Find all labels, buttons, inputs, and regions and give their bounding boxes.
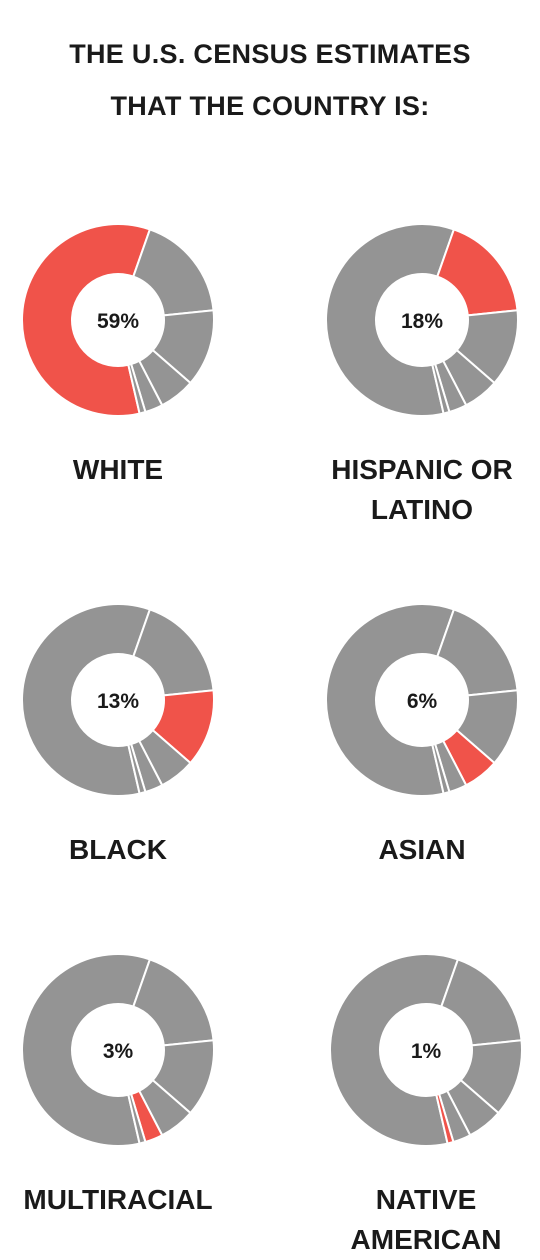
- slice-native-american: [431, 742, 451, 795]
- donut-value-label: 6%: [407, 690, 438, 713]
- slice-white-highlighted: [21, 223, 152, 417]
- slice-native-american-highlighted: [435, 1092, 455, 1145]
- chart-title: THE U.S. CENSUS ESTIMATES THAT THE COUNT…: [0, 28, 540, 132]
- donut-value-label: 59%: [97, 310, 139, 333]
- category-label-asian: ASIAN: [297, 830, 540, 870]
- chart-title-line-2: THAT THE COUNTRY IS:: [110, 91, 430, 121]
- donut-asian: 6%: [325, 603, 519, 797]
- category-label-line: HISPANIC OR: [331, 454, 513, 485]
- category-label-white: WHITE: [0, 450, 243, 490]
- slice-native-american: [127, 362, 147, 415]
- category-label-multiracial: MULTIRACIAL: [0, 1180, 243, 1220]
- slice-hispanic-or-latino-highlighted: [436, 228, 519, 317]
- category-label-native-american: NATIVE AMERICAN: [301, 1180, 540, 1260]
- donut-multiracial: 3%: [21, 953, 215, 1147]
- slice-hispanic-or-latino: [436, 608, 519, 697]
- donut-value-label: 18%: [401, 310, 443, 333]
- chart-title-line-1: THE U.S. CENSUS ESTIMATES: [69, 39, 471, 69]
- slice-hispanic-or-latino: [440, 958, 523, 1047]
- slice-white: [329, 953, 460, 1147]
- category-label-line: MULTIRACIAL: [23, 1184, 213, 1215]
- donut-hispanic-or-latino: 18%: [325, 223, 519, 417]
- donut-white: 59%: [21, 223, 215, 417]
- slice-hispanic-or-latino: [132, 228, 215, 317]
- slice-hispanic-or-latino: [132, 958, 215, 1047]
- category-label-line: NATIVE: [375, 1184, 477, 1215]
- donut-native-american: 1%: [329, 953, 523, 1147]
- donut-value-label: 13%: [97, 690, 139, 713]
- slice-white: [21, 953, 152, 1147]
- category-label-line: BLACK: [69, 834, 167, 865]
- category-label-line: ASIAN: [378, 834, 466, 865]
- slice-white: [21, 603, 152, 797]
- slice-native-american: [431, 362, 451, 415]
- donut-value-label: 3%: [103, 1040, 134, 1063]
- category-label-black: BLACK: [0, 830, 243, 870]
- donut-value-label: 1%: [411, 1040, 442, 1063]
- category-label-line: AMERICAN: [350, 1224, 502, 1255]
- category-label-line: WHITE: [72, 454, 164, 485]
- category-label-hispanic-or-latino: HISPANIC OR LATINO: [297, 450, 540, 530]
- slice-white: [325, 603, 456, 797]
- slice-white: [325, 223, 456, 417]
- slice-native-american: [127, 1092, 147, 1145]
- donut-black: 13%: [21, 603, 215, 797]
- category-label-line: LATINO: [370, 494, 474, 525]
- slice-native-american: [127, 742, 147, 795]
- slice-hispanic-or-latino: [132, 608, 215, 697]
